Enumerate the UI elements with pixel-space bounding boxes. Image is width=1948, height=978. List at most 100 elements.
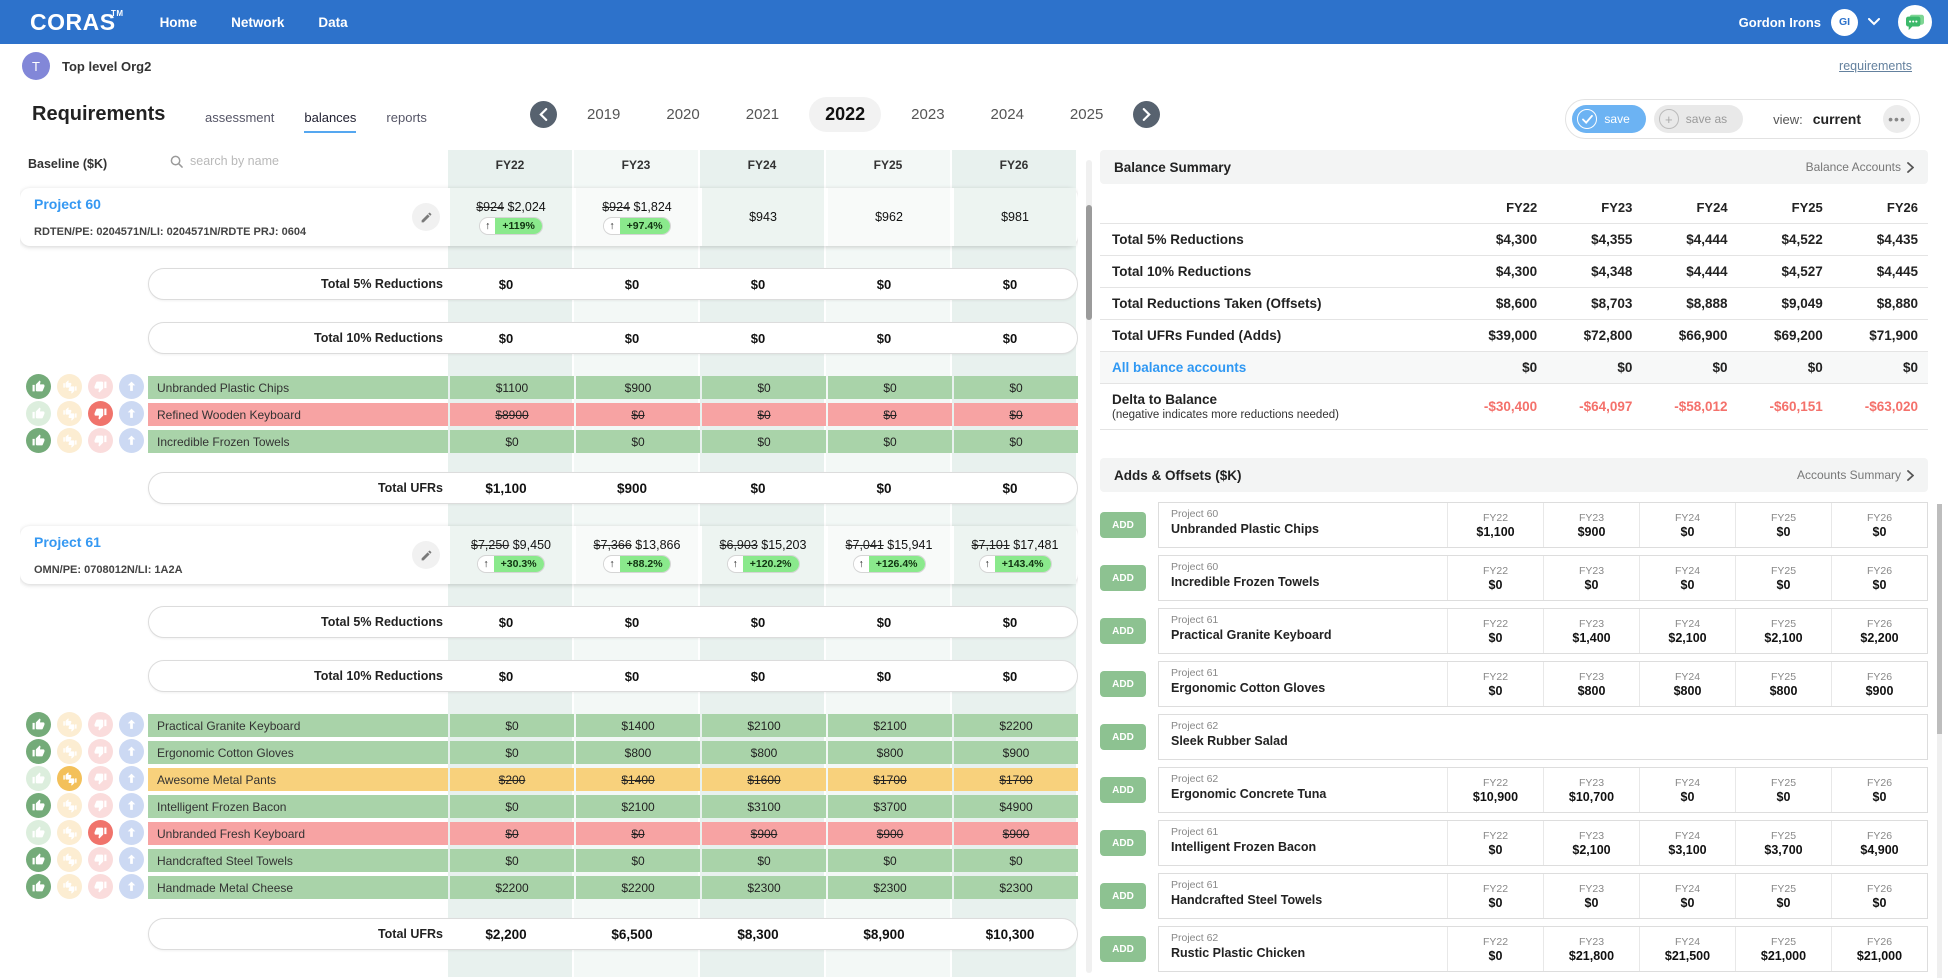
- thumbs-down-icon[interactable]: [88, 401, 113, 426]
- thumbs-up-icon[interactable]: [26, 793, 51, 818]
- arrow-up-icon[interactable]: [119, 874, 144, 899]
- edit-project-button[interactable]: [412, 203, 440, 231]
- adds-scrollbar-thumb[interactable]: [1937, 504, 1942, 734]
- save-as-button[interactable]: + save as: [1654, 105, 1743, 133]
- accounts-summary-link[interactable]: Accounts Summary: [1797, 468, 1914, 482]
- add-button[interactable]: ADD: [1100, 830, 1146, 856]
- add-button[interactable]: ADD: [1100, 883, 1146, 909]
- ufr-bar[interactable]: Practical Granite Keyboard$0$1400$2100$2…: [148, 714, 1078, 737]
- partial-thumbs-icon[interactable]: [57, 401, 82, 426]
- partial-thumbs-icon[interactable]: [57, 766, 82, 791]
- chat-icon[interactable]: [1898, 5, 1932, 39]
- arrow-up-icon[interactable]: [119, 766, 144, 791]
- add-button[interactable]: ADD: [1100, 512, 1146, 538]
- tab-balances[interactable]: balances: [304, 110, 356, 133]
- thumbs-down-icon[interactable]: [88, 428, 113, 453]
- nav-item-home[interactable]: Home: [160, 15, 198, 30]
- year-2020[interactable]: 2020: [650, 99, 715, 130]
- thumbs-down-icon[interactable]: [88, 739, 113, 764]
- partial-thumbs-icon[interactable]: [57, 374, 82, 399]
- balance-accounts-link[interactable]: Balance Accounts: [1806, 160, 1914, 174]
- requirements-link[interactable]: requirements: [1839, 59, 1912, 73]
- thumbs-up-icon[interactable]: [26, 874, 51, 899]
- ufr-bar[interactable]: Unbranded Fresh Keyboard$0$0$900$900$900: [148, 822, 1078, 845]
- year-2025[interactable]: 2025: [1054, 99, 1119, 130]
- thumbs-up-icon[interactable]: [26, 401, 51, 426]
- nav-item-network[interactable]: Network: [231, 15, 284, 30]
- search-input[interactable]: [190, 154, 370, 168]
- ufr-bar[interactable]: Handcrafted Steel Towels$0$0$0$0$0: [148, 849, 1078, 872]
- thumbs-down-icon[interactable]: [88, 766, 113, 791]
- edit-project-button[interactable]: [412, 541, 440, 569]
- ufr-bar[interactable]: Unbranded Plastic Chips$1100$900$0$0$0: [148, 376, 1078, 399]
- ufr-bar[interactable]: Ergonomic Cotton Gloves$0$800$800$800$90…: [148, 741, 1078, 764]
- user-avatar[interactable]: GI: [1831, 9, 1858, 36]
- add-button[interactable]: ADD: [1100, 618, 1146, 644]
- year-2022[interactable]: 2022: [809, 97, 881, 132]
- partial-thumbs-icon[interactable]: [57, 739, 82, 764]
- add-button[interactable]: ADD: [1100, 671, 1146, 697]
- thumbs-up-icon[interactable]: [26, 739, 51, 764]
- arrow-up-icon[interactable]: [119, 712, 144, 737]
- vertical-scrollbar[interactable]: [1086, 160, 1092, 973]
- arrow-up-icon[interactable]: [119, 374, 144, 399]
- ufr-bar[interactable]: Handmade Metal Cheese$2200$2200$2300$230…: [148, 876, 1078, 899]
- year-2021[interactable]: 2021: [730, 99, 795, 130]
- tab-assessment[interactable]: assessment: [205, 110, 274, 133]
- thumbs-down-icon[interactable]: [88, 820, 113, 845]
- year-2019[interactable]: 2019: [571, 99, 636, 130]
- thumbs-up-icon[interactable]: [26, 847, 51, 872]
- adds-scrollbar[interactable]: [1937, 504, 1942, 978]
- thumbs-down-icon[interactable]: [88, 712, 113, 737]
- project-title-link[interactable]: Project 61: [34, 534, 101, 550]
- arrow-up-icon[interactable]: [119, 847, 144, 872]
- add-button[interactable]: ADD: [1100, 565, 1146, 591]
- project-title-link[interactable]: Project 60: [34, 196, 101, 212]
- arrow-up-icon[interactable]: [119, 428, 144, 453]
- org-avatar[interactable]: T: [22, 52, 50, 80]
- tab-reports[interactable]: reports: [386, 110, 426, 133]
- thumbs-down-icon[interactable]: [88, 374, 113, 399]
- partial-thumbs-icon[interactable]: [57, 874, 82, 899]
- scrollbar-thumb[interactable]: [1086, 205, 1092, 320]
- thumbs-up-icon[interactable]: [26, 766, 51, 791]
- partial-thumbs-icon[interactable]: [57, 428, 82, 453]
- ufr-bar[interactable]: Awesome Metal Pants$200$1400$1600$1700$1…: [148, 768, 1078, 791]
- add-button[interactable]: ADD: [1100, 724, 1146, 750]
- chevron-down-icon[interactable]: [1868, 18, 1880, 26]
- ufr-bar[interactable]: Incredible Frozen Towels$0$0$0$0$0: [148, 430, 1078, 453]
- thumbs-down-icon[interactable]: [88, 793, 113, 818]
- arrow-up-icon[interactable]: [119, 820, 144, 845]
- thumbs-up-icon[interactable]: [26, 428, 51, 453]
- arrow-up-icon[interactable]: [119, 739, 144, 764]
- balance-row-label[interactable]: All balance accounts: [1100, 352, 1452, 384]
- thumbs-up-icon[interactable]: [26, 712, 51, 737]
- arrow-up-icon[interactable]: [119, 401, 144, 426]
- year-2023[interactable]: 2023: [895, 99, 960, 130]
- partial-thumbs-icon[interactable]: [57, 820, 82, 845]
- add-button[interactable]: ADD: [1100, 936, 1146, 962]
- thumbs-up-icon[interactable]: [26, 820, 51, 845]
- save-button[interactable]: save: [1572, 105, 1645, 133]
- ufr-bar[interactable]: Intelligent Frozen Bacon$0$2100$3100$370…: [148, 795, 1078, 818]
- thumbs-down-icon[interactable]: [88, 847, 113, 872]
- next-year-button[interactable]: [1133, 101, 1160, 128]
- thumbs-down-icon[interactable]: [88, 874, 113, 899]
- partial-thumbs-icon[interactable]: [57, 793, 82, 818]
- arrow-up-icon[interactable]: [119, 793, 144, 818]
- nav-item-data[interactable]: Data: [318, 15, 347, 30]
- more-options-button[interactable]: •••: [1883, 105, 1911, 133]
- partial-thumbs-icon[interactable]: [57, 847, 82, 872]
- add-button[interactable]: ADD: [1100, 777, 1146, 803]
- thumbs-up-icon[interactable]: [26, 374, 51, 399]
- year-2024[interactable]: 2024: [975, 99, 1040, 130]
- view-value[interactable]: current: [1813, 111, 1861, 127]
